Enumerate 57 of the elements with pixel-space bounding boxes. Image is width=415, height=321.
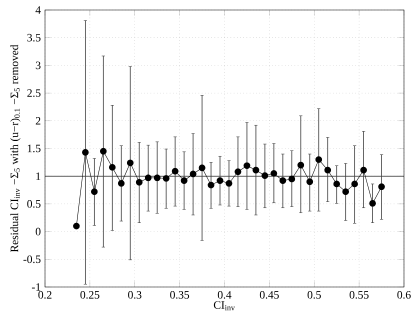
x-tick-label: 0.5 [308,291,321,299]
point [369,200,376,207]
y-tick-label: 4 [36,6,41,14]
point [190,170,196,178]
point [351,180,358,188]
point [262,172,268,179]
x-tick-label: 0.25 [80,291,100,299]
point [208,182,214,188]
point [126,160,134,166]
point [198,164,206,172]
point [144,174,152,182]
point [226,180,232,187]
y-tick-label: 1 [36,172,40,180]
y-tick-label: 2 [36,117,40,125]
point [324,166,332,174]
x-tick-label: 0.4 [218,291,232,299]
point [297,162,304,168]
y-tick-label: 3.5 [27,34,41,42]
point [108,164,116,171]
point [378,183,385,190]
point [162,175,170,182]
point [360,166,367,174]
x-tick-label: 0.35 [170,291,190,299]
point [252,166,260,174]
point [180,177,188,184]
point [91,188,98,196]
y-tick-label: 1.5 [28,144,41,152]
text: Residual CI$_{inv}$ −Σ$_{5}$ with (u−r)$_{0.1}$ −Σ$_{5}$ removed [10,44,21,252]
point [82,149,89,156]
point [136,178,143,186]
point [244,162,250,169]
point [288,176,296,182]
x-tick-label: 0.2 [38,291,52,299]
x-tick-label: 0.6 [397,291,411,299]
y-tick-label: 2.5 [27,89,41,97]
point [234,168,242,176]
point [315,156,322,163]
y-tick-label: -1 [32,283,40,291]
x-tick-label: 0.55 [350,291,369,299]
point [172,168,178,175]
x-tick-label: 0.3 [128,291,142,299]
y-tick-label: 3 [36,62,41,70]
point [100,148,107,155]
point [279,177,286,184]
y-tick-label: 0 [36,228,41,236]
point [118,180,125,187]
point [154,174,161,182]
point [216,177,224,184]
point [342,188,349,196]
x-axis-title: CI$_{inv}$ [214,301,235,310]
point [306,178,314,186]
y-tick-label: 0.5 [27,200,41,208]
point [73,222,80,230]
y-tick-label: -0.5 [23,255,41,264]
x-tick-label: 0.45 [260,291,279,299]
point [333,180,340,188]
point [270,170,278,177]
